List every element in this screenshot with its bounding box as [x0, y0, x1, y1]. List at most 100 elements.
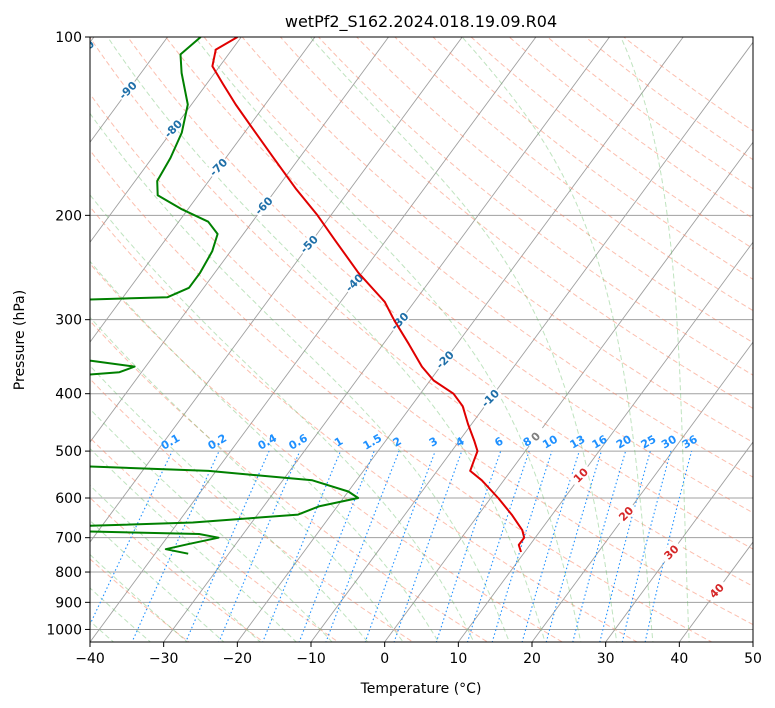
mixing-ratio-line — [491, 450, 553, 642]
y-tick-label: 1000 — [46, 622, 82, 638]
dry-adiabat-line — [394, 37, 753, 312]
isotherm-label-bg — [704, 578, 729, 603]
dry-adiabat-line — [317, 37, 753, 376]
isotherm-line — [90, 37, 463, 543]
isotherm-line — [90, 37, 316, 343]
isotherm-label-bg — [658, 539, 683, 564]
y-axis-label: Pressure (hPa) — [12, 290, 28, 390]
y-tick-label: 700 — [55, 531, 82, 547]
moist-adiabat-line — [309, 37, 618, 642]
plot-frame — [89, 36, 754, 643]
x-tick-label: −10 — [296, 651, 326, 667]
y-tick-label: 800 — [55, 565, 82, 581]
isotherm-label-bg — [432, 347, 457, 372]
isotherm-label-bg — [523, 424, 548, 449]
dry-adiabat-line — [90, 320, 489, 642]
dry-adiabat-line — [279, 37, 753, 409]
isotherm-line — [90, 37, 242, 243]
chart-title: wetPf2_S162.2024.018.19.09.R04 — [285, 12, 557, 32]
moist-adiabat-line — [194, 37, 582, 642]
isotherm-line — [457, 241, 753, 642]
mixing-ratio-line — [521, 450, 580, 642]
x-tick-label: 40 — [670, 651, 688, 667]
plot-area — [90, 37, 753, 642]
moist-adiabat-line — [90, 194, 475, 642]
isotherm-label-bg — [251, 193, 276, 218]
isotherm-line — [236, 37, 684, 642]
mixing-ratio-line — [298, 450, 375, 642]
moist-adiabat-line — [90, 112, 510, 642]
dry-adiabat-line — [241, 37, 753, 443]
moist-adiabat-line — [90, 316, 404, 642]
y-tick-label: 400 — [55, 387, 82, 403]
isotherm-label-bg — [205, 154, 231, 179]
dry-adiabat-line — [165, 37, 753, 514]
dry-adiabat-line — [90, 378, 414, 642]
dry-adiabat-line — [90, 437, 340, 642]
isotherm-line — [310, 41, 753, 642]
dry-adiabat-line — [203, 37, 753, 478]
dry-adiabat-line — [432, 37, 753, 280]
y-tick-label: 900 — [55, 595, 82, 611]
isotherm-line — [678, 541, 753, 642]
profile-lines — [90, 37, 526, 555]
dewpoint-profile-line — [90, 37, 360, 555]
isotherm-line — [90, 37, 390, 443]
mixing-ratio-line — [572, 450, 627, 642]
background-lines — [90, 37, 753, 642]
mixing-ratio-line — [131, 450, 220, 642]
mixing-ratio-line — [185, 450, 270, 642]
x-tick-label: 0 — [380, 651, 389, 667]
isotherm-label-bg — [296, 231, 321, 256]
x-tick-label: −20 — [223, 651, 253, 667]
x-axis-label: Temperature (°C) — [360, 681, 482, 697]
mixing-ratio-line — [466, 450, 530, 642]
x-tick-label: 10 — [449, 651, 467, 667]
x-tick-label: 30 — [597, 651, 615, 667]
y-tick-label: 500 — [55, 444, 82, 460]
dry-adiabat-line — [584, 37, 753, 161]
x-axis: −40 −30 −20 −10 0 10 20 30 40 50 — [75, 642, 762, 667]
mixing-ratio-line — [218, 450, 301, 642]
moist-adiabat-line — [620, 37, 690, 642]
dry-adiabat-line — [355, 37, 753, 344]
y-tick-label: 300 — [55, 313, 82, 329]
mixing-ratio-line — [545, 450, 602, 642]
dry-adiabat-line — [90, 206, 639, 642]
isotherm-label-bg — [477, 385, 502, 410]
moist-adiabat-line — [90, 260, 440, 642]
isotherm-line — [531, 341, 753, 642]
temperature-profile-line — [211, 37, 526, 553]
mixing-ratio-line — [262, 450, 342, 642]
y-axis: 100 200 300 400 500 600 700 800 900 1000 — [46, 30, 90, 638]
isotherm-line — [90, 37, 537, 642]
isotherm-label-bg — [115, 77, 140, 102]
isotherm-line — [90, 37, 169, 143]
isotherm-label-bg — [160, 116, 185, 141]
x-tick-label: −30 — [149, 651, 179, 667]
y-tick-label: 600 — [55, 491, 82, 507]
mixing-ratio-line — [325, 450, 400, 642]
isotherm-label-bg — [387, 308, 412, 333]
isotherm-label-bg — [341, 270, 366, 295]
dry-adiabat-line — [622, 37, 753, 132]
isotherm-line — [163, 37, 611, 642]
isotherm-label-bg — [613, 501, 638, 526]
mixing-ratio-line — [90, 450, 173, 626]
moist-adiabat-line — [461, 37, 654, 642]
x-tick-label: 50 — [744, 651, 762, 667]
dry-adiabat-line — [90, 262, 564, 642]
dry-adiabat-line — [127, 37, 753, 550]
dry-adiabat-line — [90, 93, 753, 626]
mixing-ratio-line — [599, 450, 651, 642]
moist-adiabat-line — [90, 408, 333, 642]
moist-adiabat-line — [90, 587, 152, 642]
y-tick-label: 200 — [55, 208, 82, 224]
isotherm-label-bg — [568, 462, 593, 487]
x-tick-label: 20 — [523, 651, 541, 667]
moist-adiabat-line — [90, 447, 298, 642]
isotherm-line — [384, 141, 753, 642]
mixing-ratio-line — [621, 450, 672, 642]
moist-adiabat-line — [107, 37, 546, 642]
